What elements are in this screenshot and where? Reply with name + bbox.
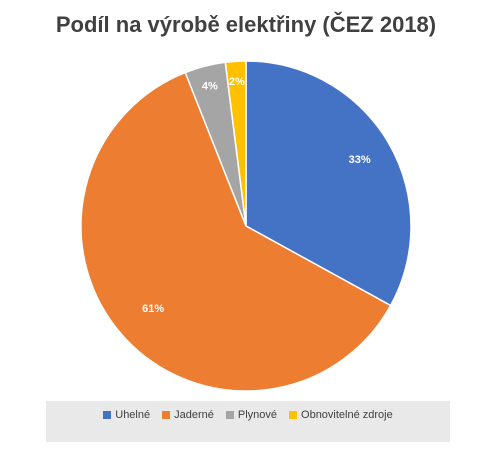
legend-swatch	[103, 411, 112, 419]
pie-slice-uhelné	[245, 60, 412, 307]
pie-chart: 33% 61% 4% 2%	[80, 60, 412, 392]
chart-title: Podíl na výrobě elektřiny (ČEZ 2018)	[55, 12, 437, 37]
legend-label: Uhelné	[115, 409, 151, 421]
data-label-plynové: 4%	[202, 80, 218, 92]
legend-item-uhelné: Uhelné	[103, 409, 150, 421]
legend: Uhelné Jaderné Plynové Obnovitelné zdroje	[46, 401, 450, 442]
legend-swatch	[225, 411, 234, 419]
data-label-jaderné: 61%	[142, 303, 164, 315]
data-label-uhelné: 33%	[349, 154, 371, 166]
legend-item-plynové: Plynové	[225, 409, 278, 421]
legend-swatch	[162, 411, 171, 419]
legend-label: Obnovitelné zdroje	[301, 409, 393, 421]
legend-item-jaderné: Jaderné	[162, 409, 214, 421]
pie-slice-jaderné	[80, 71, 392, 392]
legend-item-obnovitelné-zdroje: Obnovitelné zdroje	[289, 409, 393, 421]
data-label-obnovitelné-zdroje: 2%	[229, 76, 245, 88]
pie-slice-obnovitelné-zdroje	[224, 60, 247, 227]
legend-swatch	[289, 411, 298, 419]
legend-label: Jaderné	[174, 409, 214, 421]
legend-label: Plynové	[237, 409, 278, 421]
legend-row: Uhelné Jaderné Plynové Obnovitelné zdroje	[46, 409, 450, 421]
